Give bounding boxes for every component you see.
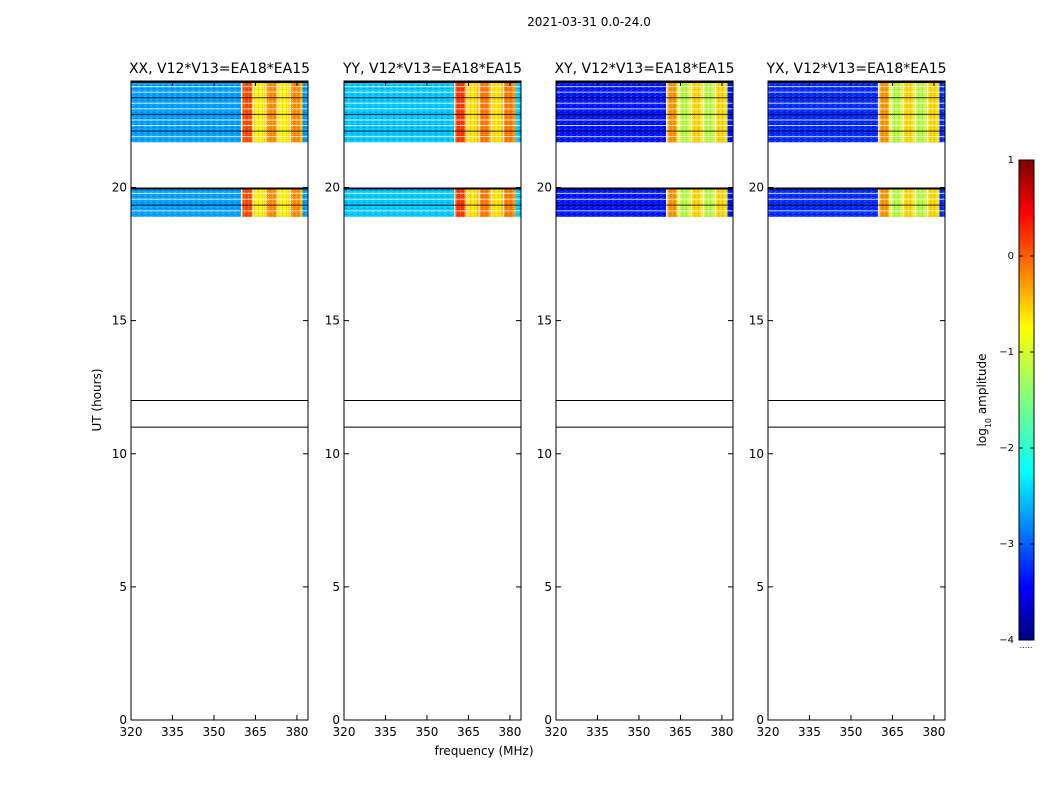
x-tick-label: 380 [498, 725, 521, 739]
colorbar-tick-label: −4 [999, 635, 1014, 646]
panel-title: XY, V12*V13=EA18*EA15 [554, 61, 734, 77]
colorbar-tick-label: −3 [999, 539, 1014, 550]
y-tick-label: 20 [537, 181, 552, 195]
panel-frame [130, 80, 309, 721]
x-tick-label: 350 [628, 725, 651, 739]
y-axis-label: UT (hours) [90, 368, 104, 431]
colorbar-ticks: 1 0 −1 −2 −3 −4 [999, 155, 1034, 646]
y-tick-label: 10 [112, 447, 127, 461]
block-edge [556, 187, 733, 190]
y-tick-label: 5 [332, 580, 340, 594]
colorbar-tick-label: −2 [999, 443, 1014, 454]
x-tick-label: 320 [545, 725, 568, 739]
band-texture [241, 187, 303, 217]
band-texture [454, 81, 516, 143]
y-tick-label: 0 [332, 713, 340, 727]
block-edge [768, 81, 945, 83]
colorbar-label: log10 amplitude [975, 354, 993, 447]
x-tick-label: 350 [840, 725, 863, 739]
y-tick-label: 5 [756, 580, 764, 594]
block-edge [131, 187, 308, 190]
band-texture [454, 187, 516, 217]
panels-group: XX, V12*V13=EA18*EA15 320 335 350 365 380 0 5 10… [112, 61, 947, 739]
y-tick-label: 5 [544, 580, 552, 594]
y-tick-label: 5 [119, 580, 127, 594]
x-tick-label: 365 [881, 725, 904, 739]
panel-frame [555, 80, 734, 721]
x-tick-label: 350 [416, 725, 439, 739]
x-tick-label: 320 [757, 725, 780, 739]
y-tick-label: 0 [119, 713, 127, 727]
y-tick-label: 15 [112, 314, 127, 328]
y-tick-label: 20 [325, 181, 340, 195]
band-texture [241, 81, 303, 143]
panel-title: YX, V12*V13=EA18*EA15 [765, 61, 946, 77]
x-tick-label: 365 [244, 725, 267, 739]
panel-title: XX, V12*V13=EA18*EA15 [129, 61, 310, 77]
panel-1: XX, V12*V13=EA18*EA15 320 335 350 365 380 0 5 10… [112, 61, 310, 739]
panel-title: YY, V12*V13=EA18*EA15 [342, 61, 522, 77]
panel-3: XY, V12*V13=EA18*EA15 320 335 350 365 380 0 5 10… [537, 61, 735, 739]
block-edge [344, 187, 521, 190]
x-axis-label: frequency (MHz) [434, 744, 533, 758]
y-tick-label: 10 [537, 447, 552, 461]
panel-2: YY, V12*V13=EA18*EA15 320 335 350 365 380 0 5 10… [325, 61, 522, 739]
y-tick-label: 0 [544, 713, 552, 727]
block-edge [344, 81, 521, 83]
colorbar-tick-label: 0 [1008, 251, 1014, 262]
figure-title: 2021-03-31 0.0-24.0 [527, 15, 651, 29]
colorbar: 1 0 −1 −2 −3 −4 log10 amplitude ..... [975, 155, 1035, 650]
band-texture [878, 81, 940, 143]
block-edge [131, 81, 308, 83]
y-tick-label: 15 [537, 314, 552, 328]
y-tick-label: 20 [749, 181, 764, 195]
band-texture [878, 187, 940, 217]
colorbar-gradient [1018, 159, 1035, 641]
colorbar-ellipsis: ..... [1020, 641, 1033, 650]
y-tick-label: 10 [749, 447, 764, 461]
x-tick-label: 335 [374, 725, 397, 739]
y-tick-label: 10 [325, 447, 340, 461]
band-texture [666, 187, 728, 217]
y-tick-label: 15 [749, 314, 764, 328]
y-tick-label: 0 [756, 713, 764, 727]
x-tick-label: 350 [203, 725, 226, 739]
x-tick-label: 380 [922, 725, 945, 739]
block-edge [556, 81, 733, 83]
x-tick-label: 365 [457, 725, 480, 739]
band-texture [666, 81, 728, 143]
panel-4: YX, V12*V13=EA18*EA15 320 335 350 365 380 0 5 10… [749, 61, 947, 739]
panel-frame [767, 80, 946, 721]
x-tick-label: 365 [669, 725, 692, 739]
colorbar-tick-label: 1 [1008, 155, 1014, 166]
x-tick-label: 335 [161, 725, 184, 739]
colorbar-tick-label: −1 [999, 347, 1014, 358]
y-tick-label: 15 [325, 314, 340, 328]
panel-frame [343, 80, 522, 721]
x-tick-label: 320 [333, 725, 356, 739]
x-tick-label: 320 [120, 725, 143, 739]
x-tick-label: 380 [285, 725, 308, 739]
x-tick-label: 335 [798, 725, 821, 739]
x-tick-label: 335 [586, 725, 609, 739]
x-tick-label: 380 [710, 725, 733, 739]
block-edge [768, 187, 945, 190]
y-tick-label: 20 [112, 181, 127, 195]
